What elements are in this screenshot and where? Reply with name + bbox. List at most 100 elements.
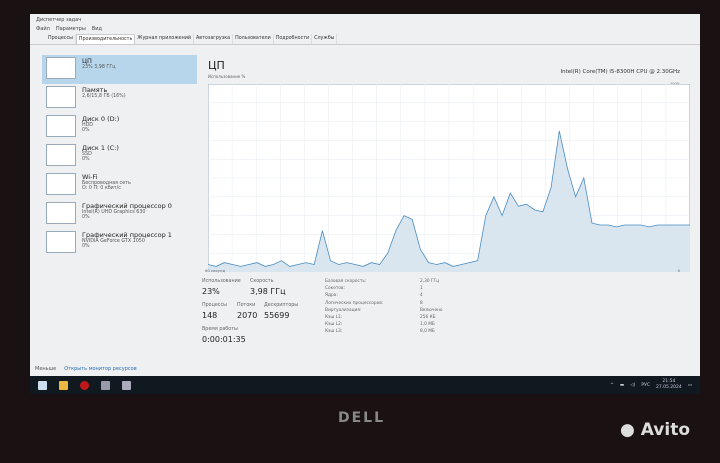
- speed-value: 3,98 ГГц: [250, 287, 286, 296]
- language-indicator[interactable]: РУС: [641, 382, 650, 388]
- item-detail: Intel(R) UHD Graphics 630: [82, 210, 146, 215]
- item-detail-2: 0%: [82, 244, 90, 249]
- menu-bar: Файл Параметры Вид: [30, 25, 700, 34]
- spec-label: Логических процессоров:: [325, 300, 384, 306]
- graph-time-label: 60 секунд: [205, 268, 226, 273]
- graph-min-label: 0: [677, 268, 680, 273]
- open-resource-monitor-link[interactable]: Открыть монитор ресурсов: [64, 366, 137, 372]
- mini-graph: [46, 231, 76, 253]
- notifications-icon[interactable]: ▭: [687, 382, 692, 388]
- task-manager-window: Диспетчер задач Файл Параметры Вид Проце…: [30, 14, 700, 394]
- menu-file[interactable]: Файл: [36, 26, 50, 32]
- menu-view[interactable]: Вид: [91, 26, 102, 32]
- mini-graph: [46, 202, 76, 224]
- item-detail: Беспроводная сеть: [82, 181, 131, 186]
- item-detail: 23% 3,98 ГГц: [82, 65, 116, 70]
- sidebar-item[interactable]: Память 2,6/15,8 ГБ (16%): [42, 84, 197, 113]
- item-name: Диск 1 (C:): [82, 144, 119, 152]
- dell-logo: DELL: [338, 410, 386, 426]
- avito-watermark: ● Avito: [620, 420, 691, 440]
- cpu-panel: ЦП Использование % Intel(R) Core(TM) i5-…: [202, 55, 690, 372]
- item-detail-2: 0%: [82, 157, 90, 162]
- item-name: ЦП: [82, 57, 92, 65]
- tab-users[interactable]: Пользователи: [233, 34, 274, 44]
- spec-value: 8: [420, 300, 423, 306]
- uptime-label: Время работы: [202, 327, 238, 332]
- processes-label: Процессы: [202, 303, 227, 308]
- app-icon[interactable]: [80, 380, 89, 390]
- spec-row: Сокетов: 1: [325, 286, 525, 293]
- battery-icon[interactable]: ▬: [619, 382, 625, 388]
- spec-label: Базовая скорость:: [325, 279, 367, 284]
- sidebar-item[interactable]: Wi-Fi Беспроводная сеть О: 0 П: 0 кбит/с: [42, 171, 197, 200]
- sidebar-item[interactable]: Графический процессор 1 NVIDIA GeForce GT…: [42, 229, 197, 258]
- speed-label: Скорость: [250, 279, 274, 284]
- item-detail: SSD: [82, 152, 92, 157]
- mini-graph: [46, 173, 76, 195]
- app-icon[interactable]: [101, 380, 110, 390]
- usage-value: 23%: [202, 287, 220, 296]
- sidebar-item[interactable]: Диск 1 (C:) SSD 0%: [42, 142, 197, 171]
- cpu-model: Intel(R) Core(TM) i5-8300H CPU @ 2.30GHz: [560, 69, 680, 75]
- tab-details[interactable]: Подробности: [274, 34, 313, 44]
- sidebar-item[interactable]: Диск 0 (D:) HDD 0%: [42, 113, 197, 142]
- tab-processes[interactable]: Процессы: [46, 34, 76, 44]
- spec-label: Сокетов:: [325, 286, 345, 292]
- clock-date: 27.05.2024: [655, 385, 682, 390]
- spec-value: 256 КБ: [420, 314, 436, 320]
- item-detail: 2,6/15,8 ГБ (16%): [82, 94, 126, 99]
- spec-row: Ядра: 4: [325, 293, 525, 300]
- task-manager-taskbar-icon[interactable]: [122, 380, 131, 390]
- item-detail: HDD: [82, 123, 93, 128]
- spec-label: Кэш L3:: [325, 329, 343, 335]
- spec-value: 4: [420, 293, 423, 299]
- sidebar-item[interactable]: ЦП 23% 3,98 ГГц: [42, 55, 197, 84]
- item-detail: NVIDIA GeForce GTX 1050: [82, 239, 145, 244]
- item-detail-2: О: 0 П: 0 кбит/с: [82, 186, 121, 191]
- threads-label: Потоки: [237, 303, 256, 308]
- item-detail-2: 0%: [82, 128, 90, 133]
- item-name: Память: [82, 86, 108, 94]
- spec-row: Кэш L2: 1,0 МБ: [325, 322, 525, 329]
- spec-value: 1,0 МБ: [420, 322, 435, 328]
- item-name: Графический процессор 0: [82, 202, 172, 210]
- threads-value: 2070: [237, 311, 258, 320]
- spec-row: Логических процессоров: 8: [325, 301, 525, 308]
- handles-value: 55699: [264, 311, 290, 320]
- cpu-usage-line: [208, 130, 690, 267]
- tray-chevron-icon[interactable]: ^: [610, 382, 614, 388]
- tab-app-history[interactable]: Журнал приложений: [135, 34, 194, 44]
- fewer-details-button[interactable]: Меньше: [35, 366, 57, 372]
- tab-startup[interactable]: Автозагрузка: [194, 34, 234, 44]
- footer: Меньше Открыть монитор ресурсов: [35, 366, 137, 372]
- page-title: ЦП: [208, 59, 225, 72]
- sidebar-item[interactable]: Графический процессор 0 Intel(R) UHD Grap…: [42, 200, 197, 229]
- usage-label: Использование: [202, 279, 241, 284]
- item-detail-2: 0%: [82, 215, 90, 220]
- menu-options[interactable]: Параметры: [55, 26, 86, 32]
- tab-performance[interactable]: Производительность: [75, 34, 136, 44]
- spec-label: Виртуализация:: [325, 307, 362, 313]
- spec-row: Кэш L3: 8,0 МБ: [325, 329, 525, 336]
- spec-value: 2,30 ГГц: [420, 279, 440, 284]
- file-explorer-icon[interactable]: [59, 380, 68, 390]
- cpu-usage-area: [208, 131, 690, 272]
- taskbar: ^ ▬ ◁) РУС 21:54 27.05.2024 ▭: [30, 376, 700, 394]
- tab-services[interactable]: Службы: [312, 34, 338, 44]
- volume-icon[interactable]: ◁): [630, 382, 636, 388]
- mini-graph: [46, 144, 76, 166]
- handles-label: Дескрипторы: [264, 303, 299, 308]
- item-name: Диск 0 (D:): [82, 115, 120, 123]
- graph-subtitle: Использование %: [208, 74, 246, 79]
- spec-row: Базовая скорость: 2,30 ГГц: [325, 279, 525, 286]
- cpu-specs: Базовая скорость: 2,30 ГГц Сокетов: 1 Ядра: 4…: [325, 279, 525, 337]
- system-tray: ^ ▬ ◁) РУС 21:54 27.05.2024 ▭: [610, 379, 692, 391]
- start-icon[interactable]: [38, 380, 47, 390]
- spec-label: Кэш L1:: [325, 314, 343, 320]
- item-name: Графический процессор 1: [82, 231, 172, 239]
- clock[interactable]: 21:54 27.05.2024: [656, 379, 682, 391]
- spec-row: Кэш L1: 256 КБ: [325, 315, 525, 322]
- resource-list: ЦП 23% 3,98 ГГц Память 2,6/15,8 ГБ (16%) Дис…: [42, 55, 197, 372]
- tab-bar: Процессы Производительность Журнал прило…: [30, 34, 700, 45]
- clock-time: 21:54: [662, 379, 676, 384]
